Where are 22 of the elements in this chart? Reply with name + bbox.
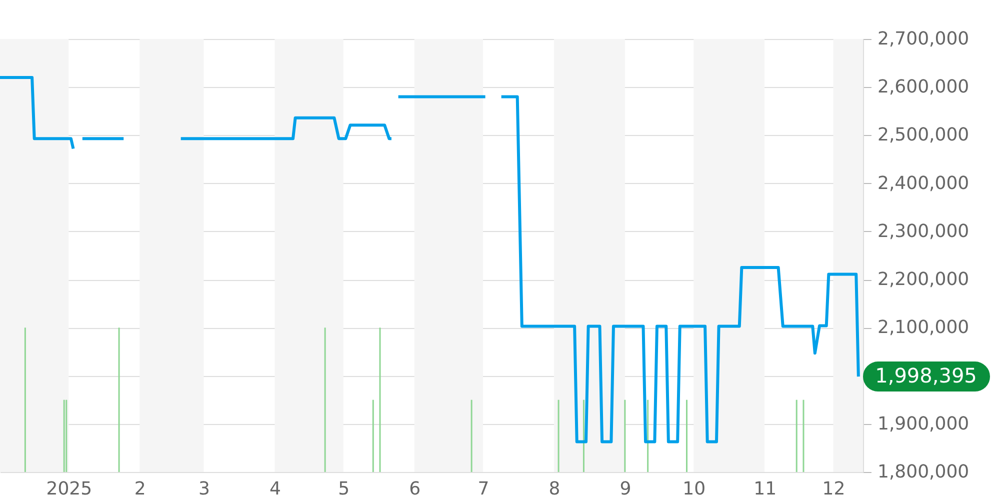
x-tick-label: 6 [409,478,421,500]
annotation: 1,998,395 [875,364,977,388]
y-tick-label: 2,600,000 [878,76,970,98]
y-tick-label: 2,200,000 [878,269,970,290]
x-tick-label: 12 [822,478,846,500]
x-tick-label: 4 [269,478,281,500]
x-tick-label: 10 [682,478,706,500]
x-tick-label: 9 [620,478,632,500]
y-tick-label: 1,900,000 [878,413,970,434]
x-tick-label: 11 [754,478,777,500]
y-tick-label: 2,500,000 [878,124,970,146]
x-tick-label: 3 [198,478,210,500]
y-tick-label: 2,700,000 [878,28,970,50]
x-tick-label: 2025 [46,478,92,500]
x-tick-label: 5 [338,478,350,500]
y-tick-label: 2,100,000 [878,317,970,338]
y-tick-label: 1,800,000 [878,462,970,482]
x-tick-label: 7 [478,478,490,500]
y-tick-label: 2,300,000 [878,220,970,242]
x-tick-label: 8 [548,478,560,500]
y-tick-label: 2,400,000 [878,172,970,194]
x-tick-label: 2 [134,478,146,500]
